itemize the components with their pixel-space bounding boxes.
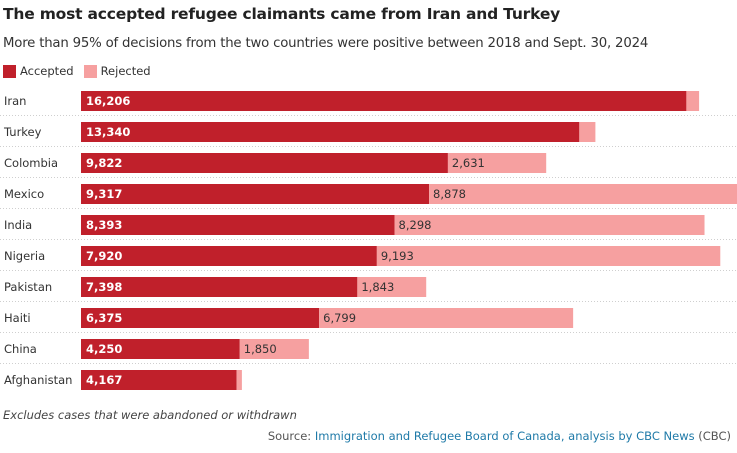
bar-rejected-turkey xyxy=(579,122,596,142)
bar-accepted-afghanistan xyxy=(81,370,237,390)
value-label-accepted-haiti: 6,375 xyxy=(86,311,122,325)
category-label-afghanistan: Afghanistan xyxy=(4,373,72,387)
chart-title: The most accepted refugee claimants came… xyxy=(3,5,561,23)
value-label-accepted-mexico: 9,317 xyxy=(86,187,122,201)
legend-swatch-rejected xyxy=(83,64,97,78)
value-label-rejected-pakistan: 1,843 xyxy=(361,280,394,294)
value-label-rejected-china: 1,850 xyxy=(244,342,277,356)
value-label-rejected-colombia: 2,631 xyxy=(452,156,485,170)
category-label-nigeria: Nigeria xyxy=(4,249,45,263)
legend-label-rejected: Rejected xyxy=(100,64,151,78)
category-label-iran: Iran xyxy=(4,94,26,108)
value-label-rejected-nigeria: 9,193 xyxy=(381,249,414,263)
bar-rejected-iran xyxy=(686,91,700,111)
value-label-accepted-pakistan: 7,398 xyxy=(86,280,122,294)
bar-rejected-china xyxy=(239,339,309,359)
category-label-colombia: Colombia xyxy=(4,156,58,170)
bar-accepted-colombia xyxy=(81,153,448,173)
chart-note: Excludes cases that were abandoned or wi… xyxy=(3,408,297,422)
source-suffix: (CBC) xyxy=(694,429,731,443)
bar-accepted-pakistan xyxy=(81,277,358,297)
category-label-india: India xyxy=(4,218,32,232)
legend-item-rejected: Rejected xyxy=(83,64,151,78)
legend-swatch-accepted xyxy=(3,64,16,78)
value-label-accepted-iran: 16,206 xyxy=(86,94,130,108)
value-label-rejected-mexico: 8,878 xyxy=(433,187,466,201)
bar-accepted-iran xyxy=(81,91,687,111)
value-label-accepted-nigeria: 7,920 xyxy=(86,249,122,263)
value-label-rejected-india: 8,298 xyxy=(399,218,432,232)
bar-accepted-nigeria xyxy=(81,246,377,266)
chart-subtitle: More than 95% of decisions from the two … xyxy=(3,36,649,51)
bar-rejected-colombia xyxy=(447,153,547,173)
value-label-accepted-china: 4,250 xyxy=(86,342,122,356)
legend-item-accepted: Accepted xyxy=(3,64,74,78)
bar-rejected-india xyxy=(394,215,705,235)
bar-accepted-turkey xyxy=(81,122,580,142)
bar-rejected-mexico xyxy=(429,184,737,204)
value-label-rejected-haiti: 6,799 xyxy=(323,311,356,325)
category-label-pakistan: Pakistan xyxy=(4,280,52,294)
bar-accepted-mexico xyxy=(81,184,430,204)
legend: Accepted Rejected xyxy=(3,64,161,78)
bar-accepted-haiti xyxy=(81,308,320,328)
source-prefix: Source: xyxy=(267,429,315,443)
value-label-accepted-india: 8,393 xyxy=(86,218,122,232)
bar-rejected-nigeria xyxy=(376,246,721,266)
category-label-mexico: Mexico xyxy=(4,187,44,201)
category-label-china: China xyxy=(4,342,37,356)
bar-accepted-india xyxy=(81,215,395,235)
source-link[interactable]: Immigration and Refugee Board of Canada,… xyxy=(314,429,695,443)
bar-accepted-china xyxy=(81,339,240,359)
bar-rejected-afghanistan xyxy=(236,370,242,390)
bar-chart: Iran 16,206 Turkey 13,340 Colombia 9,822 2,631… xyxy=(0,91,737,390)
bar-rejected-pakistan xyxy=(357,277,427,297)
bar-rejected-haiti xyxy=(319,308,574,328)
category-label-haiti: Haiti xyxy=(4,311,31,325)
source-line: Source: Immigration and Refugee Board of… xyxy=(268,429,731,443)
legend-label-accepted: Accepted xyxy=(20,64,74,78)
value-label-accepted-colombia: 9,822 xyxy=(86,156,122,170)
value-label-accepted-turkey: 13,340 xyxy=(86,125,130,139)
category-label-turkey: Turkey xyxy=(3,125,42,139)
value-label-accepted-afghanistan: 4,167 xyxy=(86,373,122,387)
